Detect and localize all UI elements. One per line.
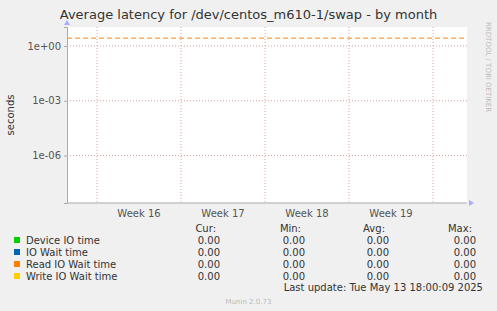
y-tick-mark <box>64 156 67 157</box>
x-tick-label: Week 16 <box>117 208 160 219</box>
legend-value: 0.00 <box>283 247 305 258</box>
chart: Average latency for /dev/centos_m610-1/s… <box>0 0 497 311</box>
x-grid <box>181 27 182 203</box>
last-update: Last update: Tue May 13 18:00:09 2025 <box>284 282 483 293</box>
x-axis-line <box>67 203 467 204</box>
x-tick: Week 16 <box>117 203 160 219</box>
y-grid <box>67 155 467 156</box>
threshold-line <box>67 38 467 39</box>
x-tick-label: Week 19 <box>369 208 412 219</box>
legend-swatch <box>14 249 20 255</box>
x-grid <box>349 27 350 203</box>
y-tick: 1e+00 <box>27 41 67 52</box>
y-tick-mark <box>64 101 67 102</box>
legend-value: 0.00 <box>283 235 305 246</box>
y-tick: 1e-03 <box>32 95 67 106</box>
x-tick-label: Week 17 <box>201 208 244 219</box>
title: Average latency for /dev/centos_m610-1/s… <box>60 7 438 22</box>
x-tick: Week 19 <box>369 203 412 219</box>
y-grid <box>67 46 467 47</box>
legend-value: 0.00 <box>454 259 476 270</box>
plot-area <box>67 27 467 203</box>
watermark: RRDTOOL / TOBI OETIKER <box>484 22 492 112</box>
y-tick-label: 1e-03 <box>32 95 61 106</box>
y-axis-line <box>64 28 68 204</box>
legend-header: Cur: <box>195 223 216 234</box>
legend-swatch <box>14 273 20 279</box>
y-tick-mark <box>64 46 67 47</box>
x-grid <box>433 27 434 203</box>
x-arrow <box>469 200 474 206</box>
legend-label: IO Wait time <box>26 247 88 258</box>
legend-label: Read IO Wait time <box>26 259 116 270</box>
legend-label: Write IO Wait time <box>26 271 117 282</box>
legend-header: Max: <box>448 223 472 234</box>
legend-label: Device IO time <box>26 235 100 246</box>
y-axis: 1e-06 1e-03 1e+00 <box>27 28 67 204</box>
footer: Munin 2.0.73 <box>226 298 272 306</box>
marks <box>67 38 467 39</box>
legend-value: 0.00 <box>367 271 389 282</box>
legend-value: 0.00 <box>367 235 389 246</box>
x-tick: Week 17 <box>201 203 244 219</box>
legend-header: Avg: <box>363 223 385 234</box>
legend-swatch <box>14 237 20 243</box>
legend-header: Min: <box>280 223 301 234</box>
legend-value: 0.00 <box>198 235 220 246</box>
x-tick-label: Week 18 <box>285 208 328 219</box>
y-tick-label: 1e-06 <box>32 150 61 161</box>
y-axis-title: seconds <box>5 95 16 136</box>
legend-value: 0.00 <box>454 271 476 282</box>
legend-swatch <box>14 261 20 267</box>
y-grid <box>67 100 467 101</box>
y-tick-label: 1e+00 <box>27 41 61 52</box>
legend-value: 0.00 <box>198 247 220 258</box>
legend-value: 0.00 <box>283 259 305 270</box>
legend-value: 0.00 <box>198 259 220 270</box>
legend-value: 0.00 <box>454 235 476 246</box>
legend-value: 0.00 <box>283 271 305 282</box>
legend-value: 0.00 <box>198 271 220 282</box>
x-axis: Week 16 Week 17 Week 18 Week 19 <box>67 203 467 219</box>
y-tick: 1e-06 <box>32 150 67 161</box>
legend-value: 0.00 <box>367 259 389 270</box>
legend-value: 0.00 <box>367 247 389 258</box>
legend-value: 0.00 <box>454 247 476 258</box>
y-arrow <box>64 20 70 25</box>
x-tick: Week 18 <box>285 203 328 219</box>
x-grid <box>97 27 98 203</box>
background <box>0 0 497 311</box>
x-grid <box>265 27 266 203</box>
